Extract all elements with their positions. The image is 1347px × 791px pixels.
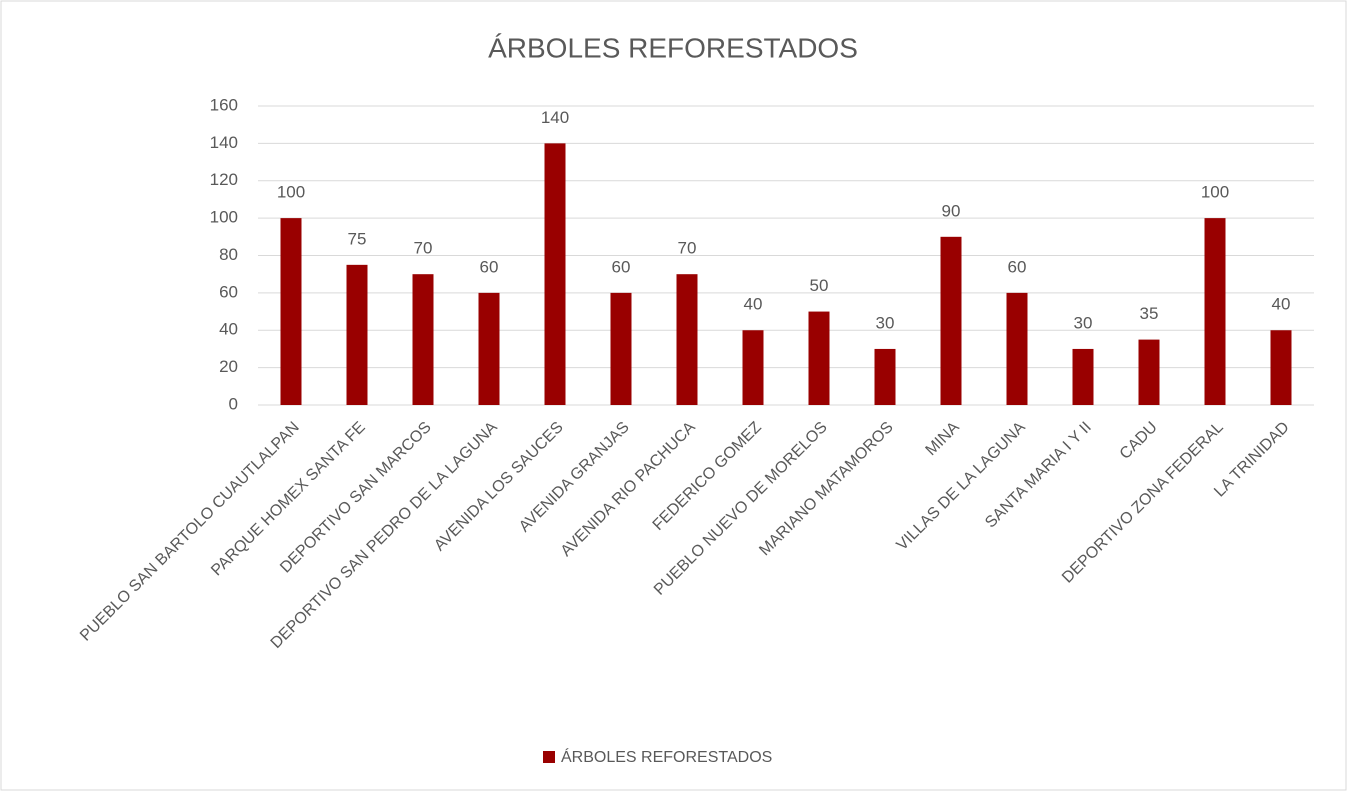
data-label: 60: [1008, 257, 1027, 276]
data-label: 60: [480, 257, 499, 276]
y-tick-label: 100: [210, 208, 238, 227]
data-label: 90: [942, 201, 961, 220]
y-tick-label: 160: [210, 95, 238, 114]
data-label: 40: [1272, 295, 1291, 314]
chart-title: ÁRBOLES REFORESTADOS: [488, 32, 858, 63]
bar: [544, 143, 566, 405]
bar: [1006, 292, 1028, 405]
y-tick-label: 120: [210, 170, 238, 189]
bar: [742, 330, 764, 405]
bar: [676, 274, 698, 405]
y-tick-label: 140: [210, 133, 238, 152]
data-label: 40: [744, 295, 763, 314]
bar: [610, 292, 632, 405]
y-tick-label: 0: [229, 394, 238, 413]
data-label: 100: [277, 183, 305, 202]
y-tick-label: 80: [219, 245, 238, 264]
y-tick-label: 60: [219, 282, 238, 301]
bar: [478, 292, 500, 405]
data-label: 70: [414, 239, 433, 258]
data-label: 75: [348, 229, 367, 248]
bar: [940, 236, 962, 405]
bar: [874, 348, 896, 405]
y-tick-label: 40: [219, 320, 238, 339]
data-label: 100: [1201, 183, 1229, 202]
bar: [280, 218, 302, 405]
legend-label: ÁRBOLES REFORESTADOS: [561, 747, 772, 766]
bar: [1204, 218, 1226, 405]
data-label: 30: [1074, 313, 1093, 332]
data-label: 30: [876, 313, 895, 332]
data-label: 50: [810, 276, 829, 295]
legend-swatch: [543, 751, 555, 763]
bar: [1270, 330, 1292, 405]
data-label: 140: [541, 108, 569, 127]
y-tick-label: 20: [219, 357, 238, 376]
bar: [346, 264, 368, 405]
data-label: 35: [1140, 304, 1159, 323]
data-label: 60: [612, 257, 631, 276]
bar: [412, 274, 434, 405]
bar: [808, 311, 830, 405]
bar: [1138, 339, 1160, 405]
data-label: 70: [678, 239, 697, 258]
bar: [1072, 348, 1094, 405]
